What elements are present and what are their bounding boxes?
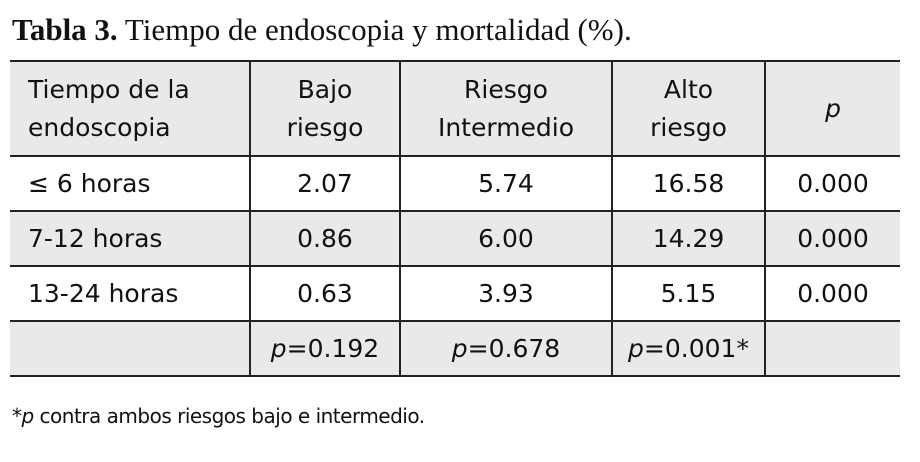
table-cell: 0.000 [764,210,900,267]
header-cell: Alto riesgo [611,60,766,157]
table-cell: 0.000 [764,265,900,322]
p-value-cell: p=0.001* [611,320,766,377]
table-cell: 0.000 [764,155,900,212]
table-cell: 0.86 [249,210,401,267]
table-cell: 5.74 [399,155,613,212]
title: Tabla 3. Tiempo de endoscopia y mortalid… [12,12,632,48]
header-cell: p [764,60,900,157]
table-row: 13-24 horas 0.63 3.93 5.15 0.000 [10,265,900,322]
header-cell: Riesgo Intermedio [399,60,613,157]
table-cell [764,320,900,377]
header-row: Tiempo de la endoscopia Bajo riesgo Ries… [10,60,900,157]
table-cell: 0.63 [249,265,401,322]
table-cell: 7-12 horas [10,210,251,267]
table-cell: 5.15 [611,265,766,322]
table-row: 7-12 horas 0.86 6.00 14.29 0.000 [10,210,900,267]
table-cell: 3.93 [399,265,613,322]
table-cell: ≤ 6 horas [10,155,251,212]
p-value-cell: p=0.678 [399,320,613,377]
table-cell: 6.00 [399,210,613,267]
header-cell: Bajo riesgo [249,60,401,157]
table-row: ≤ 6 horas 2.07 5.74 16.58 0.000 [10,155,900,212]
title-text: Tiempo de endoscopia y mortalidad (%). [124,12,632,47]
title-label: Tabla 3. [12,12,118,47]
table-cell: 14.29 [611,210,766,267]
table-cell: 13-24 horas [10,265,251,322]
p-value-row: p=0.192 p=0.678 p=0.001* [10,320,900,377]
table-cell: 16.58 [611,155,766,212]
footnote: *p contra ambos riesgos bajo e intermedi… [12,404,425,428]
table-cell [10,320,251,377]
header-cell: Tiempo de la endoscopia [10,60,251,157]
table: Tiempo de la endoscopia Bajo riesgo Ries… [10,60,900,377]
p-value-cell: p=0.192 [249,320,401,377]
table-cell: 2.07 [249,155,401,212]
